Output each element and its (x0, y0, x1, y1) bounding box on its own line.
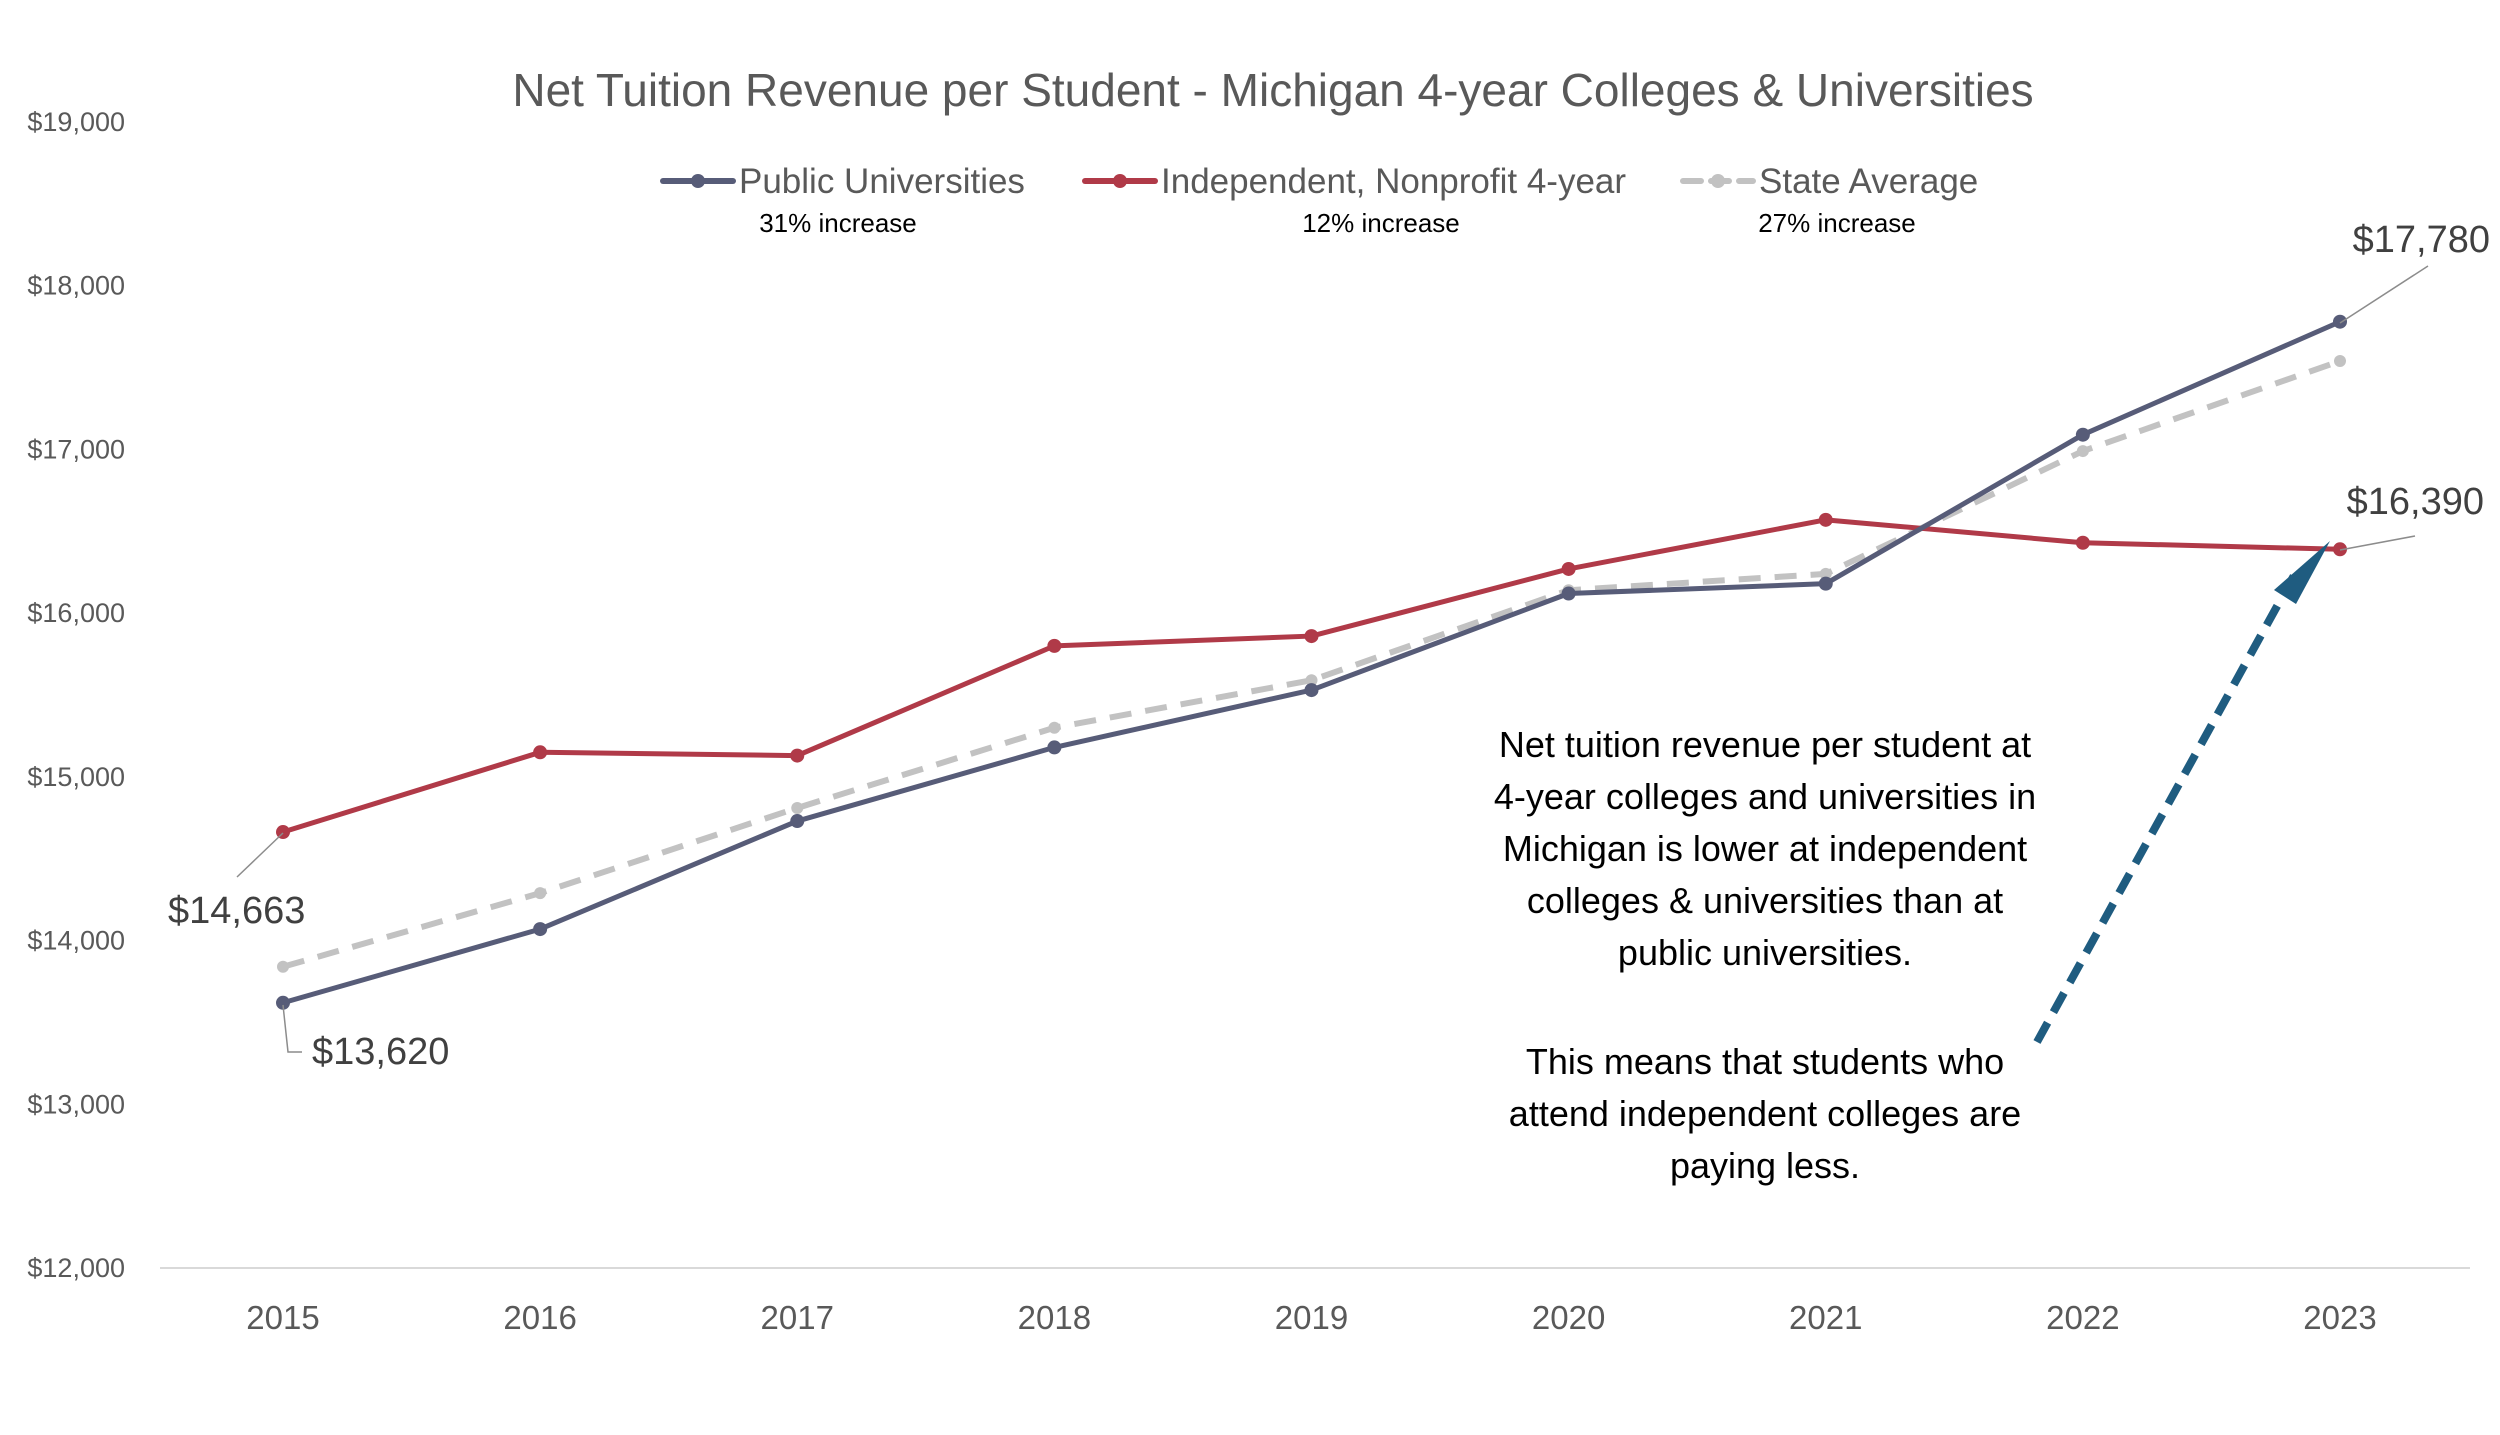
data-label: $17,780 (2339, 219, 2490, 324)
data-point (276, 995, 290, 1010)
chart-title: Net Tuition Revenue per Student - Michig… (512, 64, 2033, 116)
y-tick-label: $13,000 (27, 1089, 125, 1119)
annotation-line: This means that students who (1526, 1041, 2004, 1082)
data-point (1304, 629, 1319, 644)
data-point (790, 748, 805, 763)
data-point (2334, 355, 2346, 368)
x-tick-label: 2020 (1532, 1299, 1605, 1336)
arrow-shaft (2033, 568, 2301, 1044)
data-point (2075, 535, 2090, 550)
series-public-universities (276, 314, 2347, 1010)
data-labels: $14,663 $13,620 $17,780 $16,390 (168, 219, 2490, 1073)
y-tick-label: $18,000 (27, 271, 125, 301)
data-point (2333, 314, 2347, 329)
data-point (1305, 674, 1318, 687)
legend-label: Public Universities (739, 162, 1025, 201)
legend-item: Independent, Nonprofit 4-year 12% increas… (1082, 162, 1626, 238)
y-tick-label: $14,000 (27, 926, 125, 956)
series-independent-nonprofit-4-year (276, 512, 2347, 840)
legend-sublabel: 27% increase (1758, 208, 1916, 238)
legend-label: Independent, Nonprofit 4-year (1161, 162, 1626, 201)
x-tick-label: 2019 (1275, 1299, 1348, 1336)
legend-sublabel: 12% increase (1302, 208, 1460, 238)
x-tick-label: 2021 (1789, 1299, 1862, 1336)
data-label-text: $16,390 (2347, 481, 2484, 523)
annotation-paragraph-2: This means that students who attend indep… (1509, 1041, 2021, 1186)
annotation-paragraph-1: Net tuition revenue per student at 4-year… (1494, 724, 2036, 973)
x-tick-label: 2022 (2046, 1299, 2119, 1336)
legend: Public Universities 31% increase Independe… (660, 162, 1978, 238)
data-point (1561, 561, 1576, 576)
data-point (277, 960, 289, 973)
legend-swatch-marker (1113, 174, 1127, 188)
x-tick-label: 2015 (246, 1299, 319, 1336)
annotation-line: attend independent colleges are (1509, 1093, 2021, 1134)
x-tick-label: 2016 (503, 1299, 576, 1336)
annotation-line: public universities. (1618, 932, 1912, 973)
data-point (534, 887, 547, 900)
legend-swatch-marker (1711, 174, 1725, 188)
arrow-head (2274, 541, 2330, 604)
annotation-arrow (2033, 541, 2330, 1044)
x-tick-label: 2017 (761, 1299, 834, 1336)
data-point (2076, 445, 2089, 458)
leader-line (282, 1004, 302, 1053)
legend-item: State Average 27% increase (1680, 162, 1978, 238)
data-point (533, 745, 548, 760)
data-point (1048, 721, 1061, 734)
data-label-text: $17,780 (2353, 219, 2490, 261)
y-tick-label: $17,000 (27, 434, 125, 464)
data-label-text: $14,663 (168, 890, 305, 932)
legend-sublabel: 31% increase (759, 208, 917, 238)
data-point (1819, 567, 1832, 580)
data-label-text: $13,620 (312, 1031, 449, 1073)
data-point (1561, 586, 1576, 601)
data-label: $13,620 (282, 1004, 449, 1073)
y-tick-label: $12,000 (27, 1253, 125, 1283)
annotation: Net tuition revenue per student at 4-year… (1494, 541, 2330, 1186)
legend-item: Public Universities 31% increase (660, 162, 1025, 238)
y-axis: $12,000 $13,000 $14,000 $15,000 $16,000 $17,0… (27, 107, 125, 1283)
series-layer (276, 314, 2347, 1010)
data-point (2075, 427, 2090, 442)
annotation-line: Net tuition revenue per student at (1499, 724, 2031, 765)
data-point (791, 801, 804, 814)
x-tick-label: 2023 (2303, 1299, 2376, 1336)
y-tick-label: $19,000 (27, 107, 125, 137)
data-point (1818, 576, 1833, 591)
annotation-line: paying less. (1670, 1145, 1860, 1186)
legend-swatch-marker (691, 174, 705, 188)
data-point (1047, 740, 1062, 755)
annotation-line: 4-year colleges and universities in (1494, 776, 2036, 817)
leader-line (2339, 535, 2416, 551)
data-point (790, 814, 805, 829)
y-tick-label: $16,000 (27, 598, 125, 628)
data-label: $14,663 (168, 832, 305, 932)
data-point (533, 922, 548, 937)
data-point (1818, 512, 1833, 527)
legend-label: State Average (1759, 162, 1978, 201)
x-axis: 2015 2016 2017 2018 2019 2020 2021 2022 2023 (160, 1267, 2470, 1336)
data-point (1047, 638, 1062, 653)
leader-line (236, 832, 284, 878)
annotation-line: Michigan is lower at independent (1503, 828, 2027, 869)
annotation-line: colleges & universities than at (1527, 880, 2003, 921)
leader-line (2339, 265, 2429, 324)
y-tick-label: $15,000 (27, 762, 125, 792)
data-label: $16,390 (2339, 481, 2484, 551)
x-tick-label: 2018 (1018, 1299, 1091, 1336)
data-point (1304, 683, 1319, 698)
